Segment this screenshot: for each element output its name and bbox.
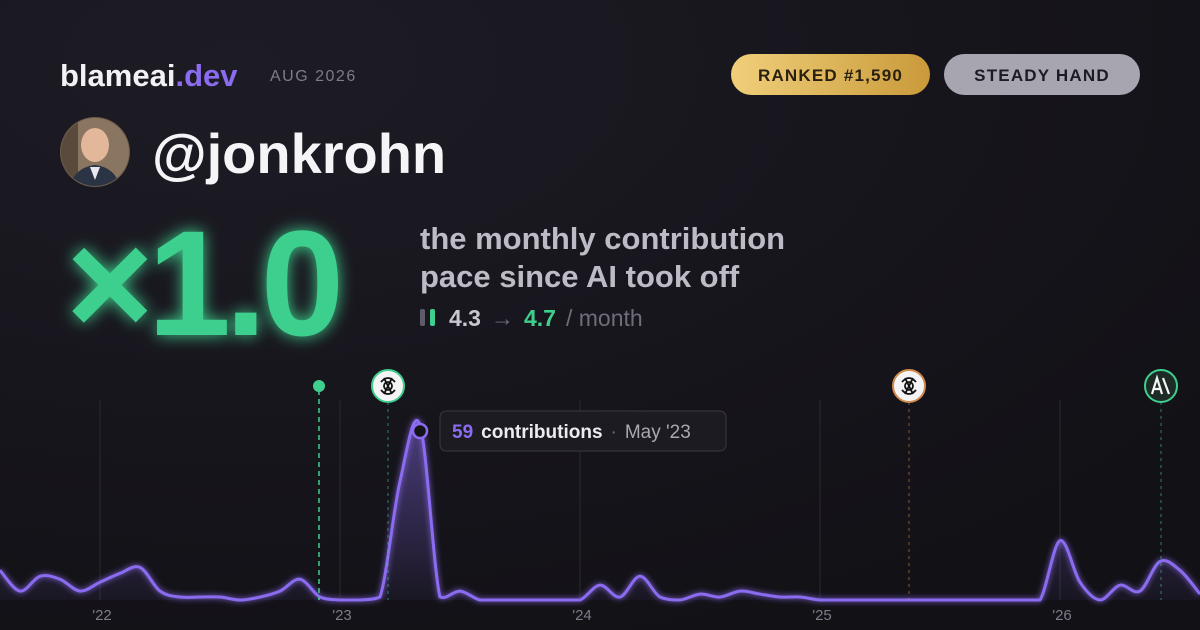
peak-marker	[411, 422, 429, 440]
tooltip-text: 59 contributions · May '23	[452, 422, 691, 443]
openai-logo	[901, 377, 917, 395]
tooltip-separator: ·	[611, 422, 617, 443]
brand-name: blameai	[60, 58, 175, 93]
x-tick-label: '25	[812, 607, 832, 624]
style-text: STEADY HAND	[974, 66, 1110, 85]
description-line1: the monthly contribution	[420, 221, 785, 256]
handle: @jonkrohn	[152, 122, 446, 185]
contribution-line	[0, 419, 1200, 602]
tooltip-label: contributions	[481, 422, 602, 443]
openai-logo	[380, 377, 396, 395]
description-line2: pace since AI took off	[420, 259, 740, 294]
pace-icon-after	[430, 309, 435, 326]
date: AUG 2026	[270, 68, 357, 85]
chart: '22 '23 '24 '25 '26	[0, 400, 1200, 624]
anthropic-logo	[1150, 374, 1171, 395]
pace-unit: / month	[566, 305, 643, 331]
tooltip: 59 contributions · May '23	[411, 410, 727, 452]
x-tick-label: '26	[1052, 607, 1072, 624]
pace-after: 4.7	[524, 305, 556, 331]
x-tick-label: '24	[572, 607, 592, 624]
event-dot	[313, 380, 325, 392]
avatar	[60, 117, 130, 187]
x-tick-label: '23	[332, 607, 352, 624]
brand-suffix: .dev	[175, 58, 238, 93]
tooltip-value: 59	[452, 422, 473, 443]
events	[313, 369, 1178, 600]
rank-badge	[731, 54, 930, 95]
pace-stats: 4.3 → 4.7 / month	[449, 305, 643, 331]
x-tick-label: '22	[92, 607, 112, 624]
rank-text: RANKED #1,590	[758, 66, 903, 85]
pace-arrow: →	[491, 305, 514, 331]
pace-before: 4.3	[449, 305, 481, 331]
tooltip-date: May '23	[625, 422, 691, 443]
pace-icon-before	[420, 309, 425, 326]
event-icon	[1144, 369, 1178, 403]
style-badge	[944, 54, 1140, 95]
tooltip-box	[439, 410, 727, 452]
multiplier: ×1.0	[66, 199, 339, 367]
area-fill	[0, 420, 1200, 600]
brand: blameai.dev	[60, 58, 238, 93]
